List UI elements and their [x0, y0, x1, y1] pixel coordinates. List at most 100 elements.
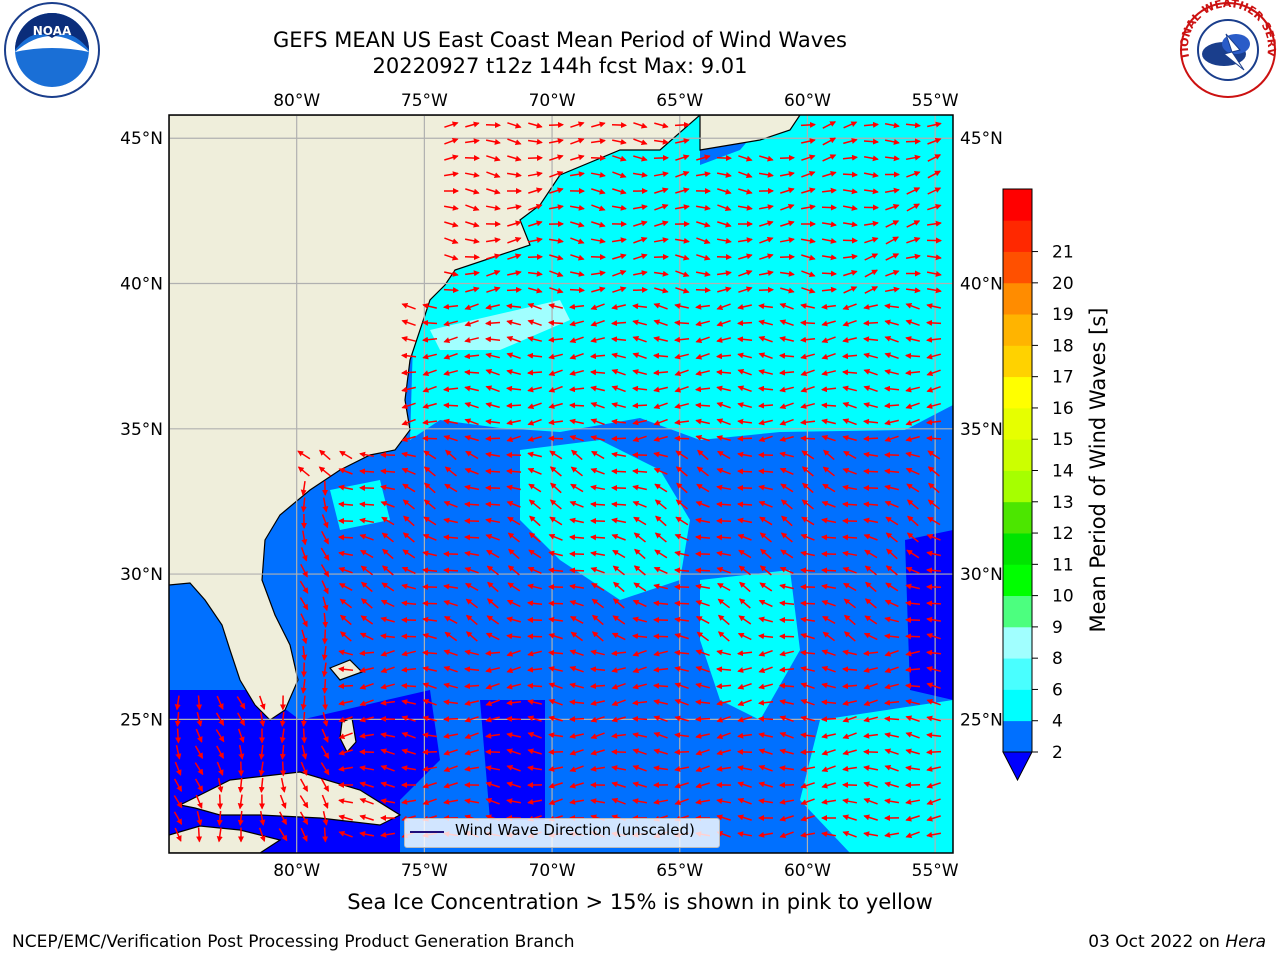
wave-direction-arrow — [926, 649, 942, 656]
wave-direction-arrow — [675, 154, 690, 161]
wave-direction-arrow — [926, 633, 941, 640]
wave-direction-arrow — [569, 732, 584, 739]
wave-direction-arrow — [443, 666, 458, 673]
colorbar-title: Mean Period of Wind Waves [s] — [1086, 307, 1110, 633]
wave-direction-arrow — [632, 385, 648, 392]
wave-direction-arrow — [464, 337, 479, 343]
wave-direction-arrow — [633, 220, 648, 227]
colorbar-tick-label: 18 — [1052, 336, 1074, 356]
wave-direction-arrow — [884, 369, 899, 375]
wave-direction-arrow — [695, 716, 711, 723]
wave-direction-arrow — [591, 598, 605, 609]
wave-direction-arrow — [485, 385, 500, 393]
wave-direction-arrow — [380, 500, 395, 508]
wave-direction-arrow — [780, 549, 794, 559]
wave-direction-arrow — [486, 549, 500, 559]
lat-tick-label-left: 25°N — [120, 710, 163, 730]
wave-direction-arrow — [632, 319, 647, 326]
wave-direction-arrow — [485, 650, 501, 657]
wave-direction-arrow — [422, 666, 437, 672]
wave-direction-arrow — [464, 138, 480, 145]
wave-direction-arrow — [842, 188, 858, 195]
colorbar-segment — [1003, 251, 1032, 284]
wave-direction-arrow — [821, 567, 837, 574]
wave-direction-arrow — [843, 253, 858, 260]
wave-direction-arrow — [842, 369, 858, 376]
wave-direction-arrow — [381, 516, 395, 526]
wave-direction-arrow — [674, 204, 690, 211]
wave-direction-arrow — [821, 782, 836, 789]
wave-direction-arrow — [611, 501, 627, 508]
wave-direction-arrow — [507, 516, 521, 526]
wave-direction-arrow — [695, 699, 711, 706]
wave-direction-arrow — [548, 765, 564, 772]
wave-direction-arrow — [633, 138, 648, 146]
wave-direction-arrow — [548, 435, 564, 442]
wave-direction-arrow — [716, 319, 731, 327]
wave-direction-arrow — [758, 599, 773, 608]
wave-direction-arrow — [527, 352, 543, 359]
wave-direction-arrow — [737, 517, 753, 524]
wave-direction-arrow — [279, 711, 286, 727]
wave-direction-arrow — [611, 650, 627, 657]
wave-direction-arrow — [528, 220, 543, 227]
wave-direction-arrow — [507, 220, 522, 227]
wave-direction-arrow — [842, 749, 857, 756]
wave-direction-arrow — [422, 385, 437, 393]
wave-direction-arrow — [926, 435, 942, 442]
wave-direction-arrow — [590, 369, 606, 376]
wave-direction-arrow — [322, 827, 329, 843]
wave-direction-arrow — [465, 631, 478, 642]
wave-direction-arrow — [633, 582, 647, 592]
wave-direction-arrow — [338, 484, 354, 491]
chart-title: GEFS MEAN US East Coast Mean Period of W… — [273, 28, 847, 52]
wave-direction-arrow — [613, 581, 625, 593]
wave-direction-arrow — [548, 533, 563, 541]
wave-direction-arrow — [674, 353, 689, 360]
wave-direction-arrow — [884, 335, 899, 343]
wave-direction-arrow — [464, 716, 479, 723]
wave-direction-arrow — [864, 549, 878, 559]
wave-direction-arrow — [301, 646, 308, 661]
wave-direction-arrow — [238, 744, 245, 760]
wave-direction-arrow — [570, 270, 585, 277]
wave-direction-arrow — [506, 303, 522, 310]
wave-direction-arrow — [716, 765, 732, 772]
wave-direction-arrow — [737, 781, 752, 788]
wave-direction-arrow — [549, 154, 564, 161]
wave-direction-arrow — [506, 402, 522, 409]
wave-direction-arrow — [590, 716, 605, 723]
wave-direction-arrow — [885, 236, 899, 245]
wave-direction-arrow — [695, 732, 710, 739]
wave-direction-arrow — [674, 732, 689, 739]
wave-direction-arrow — [632, 402, 648, 409]
wave-direction-arrow — [443, 287, 459, 294]
wave-direction-arrow — [821, 517, 837, 524]
wave-direction-arrow — [359, 650, 375, 657]
wave-direction-arrow — [507, 138, 522, 146]
wave-direction-arrow — [485, 716, 500, 723]
wave-direction-arrow — [863, 121, 879, 128]
wave-direction-arrow — [528, 549, 542, 559]
wave-direction-arrow — [380, 715, 396, 722]
wave-direction-arrow — [300, 613, 308, 628]
wave-direction-arrow — [738, 565, 751, 576]
wave-direction-arrow — [801, 287, 816, 294]
wave-direction-arrow — [716, 749, 731, 756]
wave-direction-arrow — [464, 254, 480, 261]
wave-direction-arrow — [653, 600, 669, 607]
wave-direction-arrow — [926, 336, 942, 343]
wave-direction-arrow — [611, 122, 627, 129]
wave-direction-arrow — [884, 781, 899, 788]
wave-direction-arrow — [674, 419, 689, 426]
wave-direction-arrow — [611, 435, 627, 442]
wave-direction-arrow — [569, 682, 584, 689]
wave-direction-arrow — [634, 548, 646, 560]
wave-direction-arrow — [548, 616, 564, 623]
wave-direction-arrow — [759, 532, 772, 543]
colorbar-segment — [1003, 595, 1032, 628]
wave-direction-arrow — [259, 711, 266, 727]
wave-direction-arrow — [842, 732, 857, 740]
wave-direction-arrow — [926, 287, 942, 294]
wave-direction-arrow — [401, 765, 417, 772]
